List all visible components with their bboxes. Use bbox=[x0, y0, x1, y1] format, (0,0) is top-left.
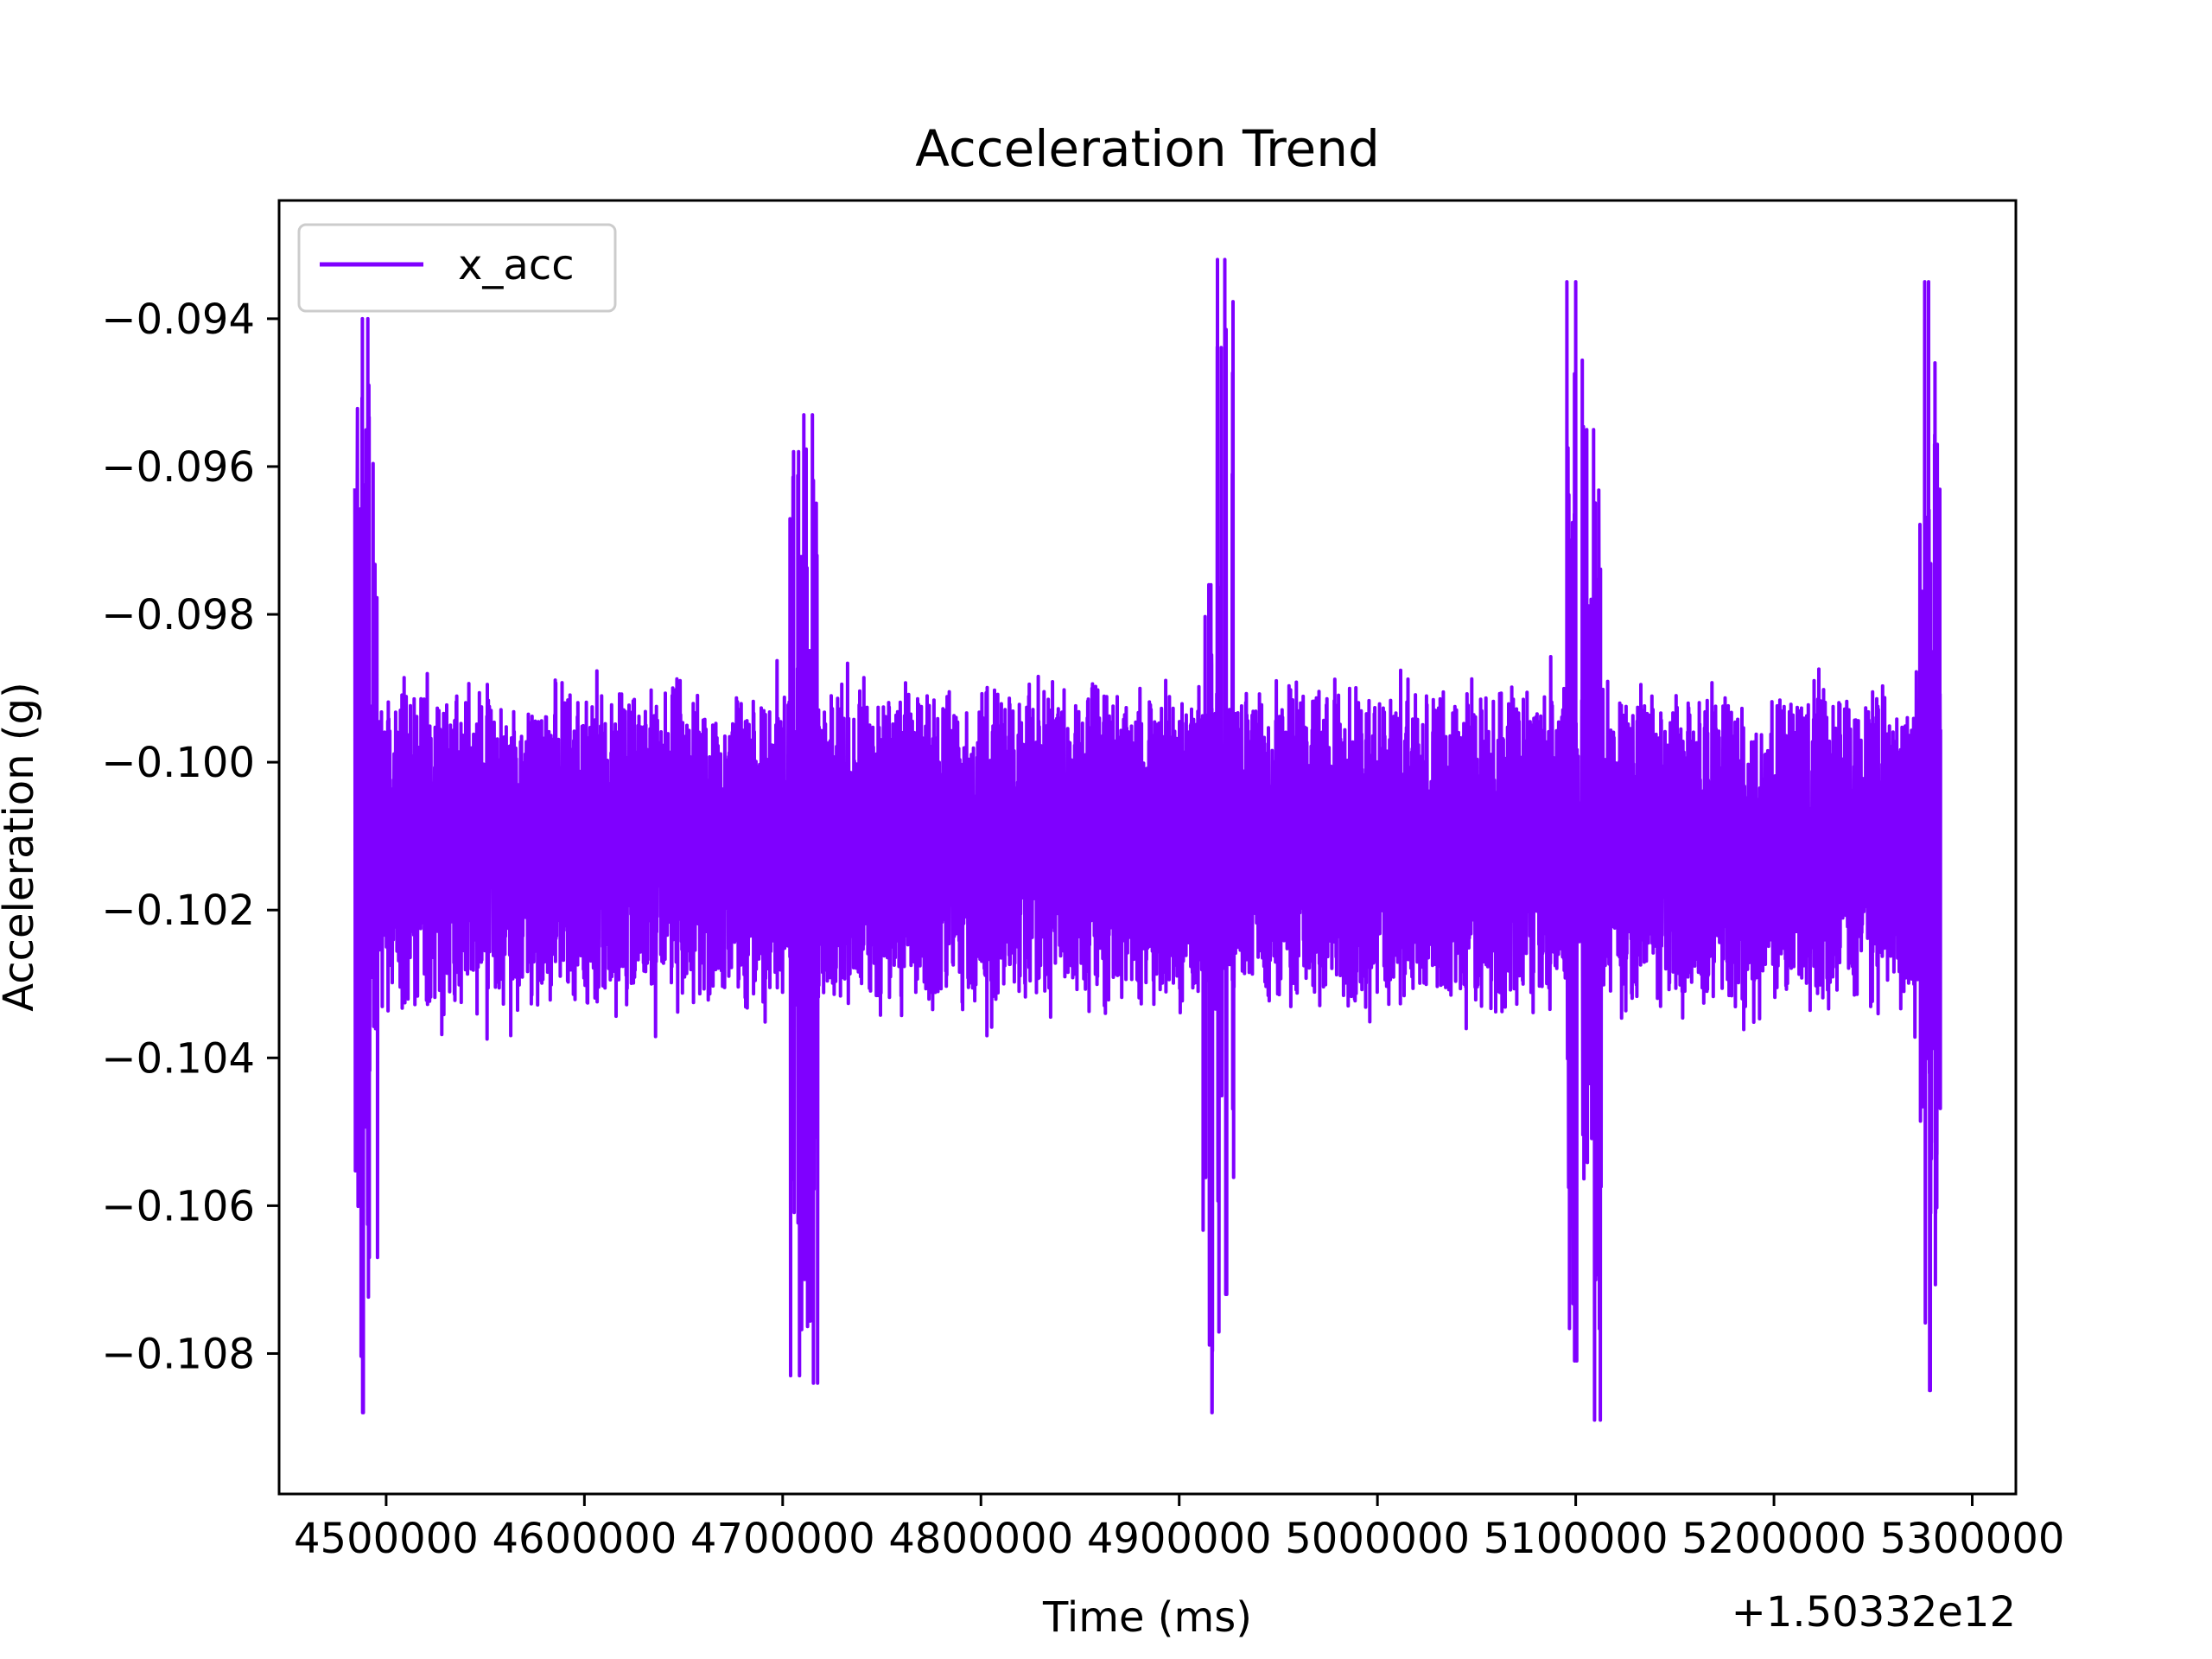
x-tick-label: 5100000 bbox=[1484, 1515, 1669, 1563]
x-axis: 4500000 4600000 4700000 4800000 4900000 50000… bbox=[294, 1494, 2064, 1563]
y-tick-label: −0.102 bbox=[101, 887, 255, 935]
y-tick-label: −0.104 bbox=[101, 1034, 255, 1083]
legend-label-x-acc: x_acc bbox=[458, 241, 575, 289]
x-axis-label: Time (ms) bbox=[1042, 1593, 1252, 1642]
x-tick-label: 4700000 bbox=[690, 1515, 875, 1563]
plot-frame bbox=[277, 199, 2018, 1496]
y-tick-label: −0.096 bbox=[101, 443, 255, 492]
y-axis: −0.094 −0.096 −0.098 −0.100 −0.102 −0.104 −0.1… bbox=[101, 296, 279, 1378]
y-tick-label: −0.094 bbox=[101, 296, 255, 344]
x-tick-label: 4600000 bbox=[492, 1515, 677, 1563]
legend: x_acc bbox=[297, 223, 617, 313]
series-line-x-acc bbox=[353, 257, 1942, 1422]
chart-title: Acceleration Trend bbox=[915, 119, 1380, 178]
x-tick-label: 5200000 bbox=[1681, 1515, 1866, 1563]
y-tick-label: −0.098 bbox=[101, 591, 255, 639]
y-tick-label: −0.100 bbox=[101, 739, 255, 787]
x-tick-label: 4500000 bbox=[294, 1515, 479, 1563]
x-axis-offset-label: +1.50332e12 bbox=[1732, 1588, 2016, 1637]
y-axis-label: Acceleration (g) bbox=[0, 682, 43, 1011]
x-tick-label: 4900000 bbox=[1087, 1515, 1272, 1563]
x-tick-label: 5000000 bbox=[1285, 1515, 1470, 1563]
plot-area bbox=[353, 257, 1942, 1422]
x-tick-label: 4800000 bbox=[888, 1515, 1073, 1563]
x-tick-label: 5300000 bbox=[1880, 1515, 2065, 1563]
y-tick-label: −0.106 bbox=[101, 1182, 255, 1230]
y-tick-label: −0.108 bbox=[101, 1330, 255, 1378]
legend-box bbox=[297, 223, 617, 313]
